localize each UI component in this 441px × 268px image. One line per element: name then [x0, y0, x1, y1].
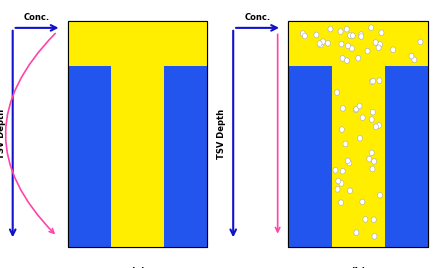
Bar	[385, 66, 428, 247]
Bar	[332, 66, 385, 247]
Bar	[68, 66, 111, 247]
Bar	[288, 21, 428, 247]
Circle shape	[377, 78, 382, 84]
Circle shape	[370, 109, 375, 115]
Circle shape	[338, 29, 343, 34]
Circle shape	[363, 217, 368, 222]
Circle shape	[340, 168, 345, 174]
Circle shape	[369, 117, 374, 122]
Circle shape	[370, 166, 375, 172]
Circle shape	[347, 160, 352, 166]
Circle shape	[409, 53, 414, 59]
Circle shape	[335, 187, 340, 192]
Circle shape	[345, 43, 351, 49]
Circle shape	[373, 40, 378, 45]
Circle shape	[340, 106, 345, 111]
Circle shape	[371, 78, 376, 84]
Circle shape	[377, 192, 382, 198]
Circle shape	[333, 168, 338, 173]
Text: TSV Depth: TSV Depth	[217, 109, 226, 159]
Circle shape	[348, 188, 352, 194]
Circle shape	[412, 57, 417, 63]
Circle shape	[339, 181, 344, 186]
Circle shape	[343, 141, 348, 147]
Circle shape	[318, 42, 323, 48]
Circle shape	[372, 159, 377, 164]
Circle shape	[366, 156, 372, 162]
Circle shape	[321, 39, 325, 44]
Text: Conc.: Conc.	[24, 13, 50, 22]
Circle shape	[369, 150, 374, 156]
Circle shape	[359, 32, 364, 38]
Text: TSV Depth: TSV Depth	[0, 109, 6, 159]
Circle shape	[376, 45, 381, 51]
Circle shape	[374, 124, 378, 130]
Circle shape	[357, 103, 362, 109]
Circle shape	[359, 34, 364, 39]
Circle shape	[317, 41, 322, 46]
Circle shape	[350, 33, 355, 39]
Circle shape	[365, 48, 370, 54]
Circle shape	[354, 230, 359, 236]
Bar	[68, 21, 207, 66]
Circle shape	[377, 42, 383, 47]
Circle shape	[340, 55, 345, 61]
Circle shape	[379, 30, 384, 36]
Circle shape	[314, 32, 319, 38]
Circle shape	[369, 25, 374, 31]
Bar	[68, 21, 207, 247]
Circle shape	[356, 55, 361, 61]
Circle shape	[348, 33, 352, 38]
Circle shape	[377, 122, 381, 128]
Circle shape	[339, 200, 344, 206]
Bar	[288, 21, 428, 247]
Circle shape	[340, 127, 344, 132]
Bar	[288, 21, 428, 66]
Circle shape	[391, 47, 396, 53]
Circle shape	[328, 26, 333, 32]
Circle shape	[360, 115, 365, 121]
Circle shape	[334, 90, 340, 95]
Text: Conc.: Conc.	[244, 13, 271, 22]
Text: (b): (b)	[350, 267, 366, 268]
Circle shape	[358, 135, 363, 141]
Circle shape	[344, 26, 349, 32]
Circle shape	[418, 39, 423, 45]
Circle shape	[336, 178, 341, 184]
Bar	[164, 66, 207, 247]
Bar	[111, 66, 164, 247]
Circle shape	[300, 31, 305, 36]
Circle shape	[344, 58, 350, 64]
Circle shape	[354, 106, 359, 112]
Circle shape	[345, 158, 350, 164]
Bar	[68, 21, 207, 247]
Bar	[288, 66, 332, 247]
Circle shape	[339, 41, 344, 47]
Circle shape	[372, 233, 377, 239]
Circle shape	[360, 199, 365, 205]
Circle shape	[371, 217, 376, 222]
FancyArrowPatch shape	[276, 34, 280, 232]
Circle shape	[303, 33, 307, 39]
Circle shape	[325, 40, 330, 46]
Circle shape	[353, 107, 358, 113]
Circle shape	[370, 79, 374, 84]
Text: (a): (a)	[130, 267, 146, 268]
FancyArrowPatch shape	[6, 34, 55, 233]
Circle shape	[349, 46, 355, 51]
